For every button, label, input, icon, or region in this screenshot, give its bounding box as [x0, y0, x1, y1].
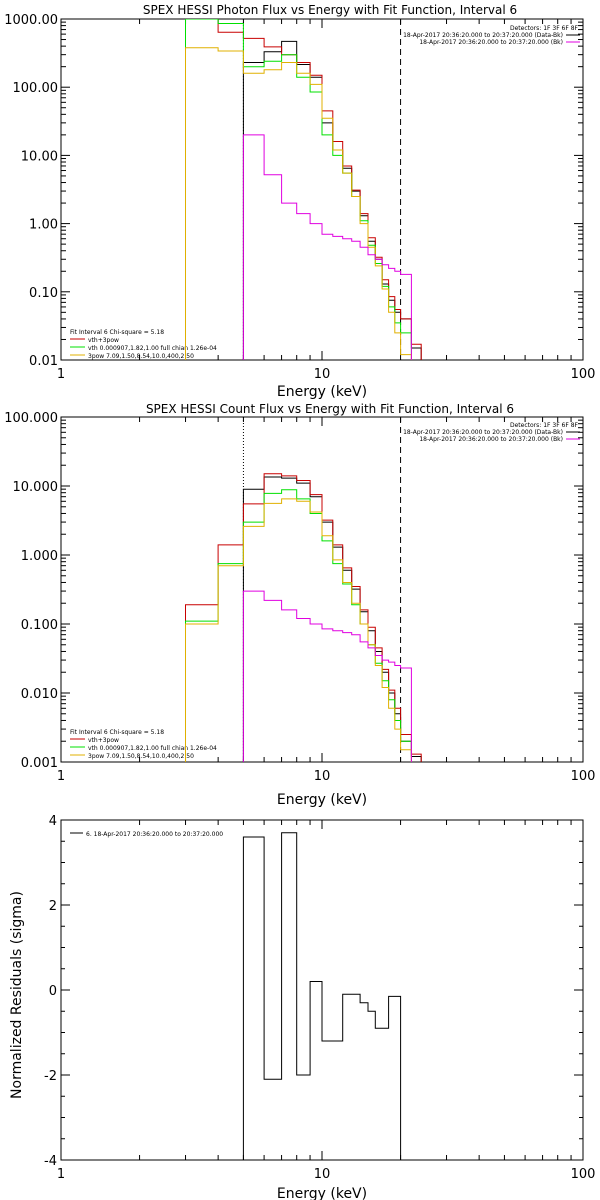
photon-ytick-label: 0.01: [29, 354, 58, 369]
resid-xlabel: Energy (keV): [277, 1186, 367, 1200]
count-ytick-label: 0.010: [21, 687, 58, 702]
photon-series-vth: [185, 19, 412, 360]
count-detectors: Detectors: 1F 3F 6F 8F: [510, 422, 579, 429]
photon-series-bk: [242, 134, 412, 360]
count-legend-line2: vth+3pow: [88, 737, 119, 744]
resid-ylabel: Normalized Residuals (sigma): [9, 891, 25, 1099]
count-axes-frame: [60, 416, 584, 763]
photon-axes-frame: [60, 18, 584, 361]
count-ytick-label: 0.100: [21, 618, 58, 633]
count-series-data-bk: [242, 476, 422, 762]
photon-ytick-label: 0.10: [29, 286, 58, 301]
photon-xtick-label: 10: [314, 367, 331, 382]
resid-ytick-label: -2: [44, 1069, 57, 1084]
photon-xtick-label: 100: [571, 367, 596, 382]
count-series-vth: [185, 489, 412, 762]
resid-series-layer: [242, 832, 402, 1160]
resid-plot: 1 10 100 -4 -2 0 2 4: [44, 814, 595, 1182]
photon-xtick-label: 1: [57, 367, 65, 382]
photon-detectors: Detectors: 1F 3F 6F 8F: [510, 25, 579, 32]
resid-legend: 6. 18-Apr-2017 20:36:20.000 to 20:37:20.…: [86, 831, 223, 838]
count-header-line1: 18-Apr-2017 20:36:20.000 to 20:37:20.000…: [403, 429, 563, 436]
count-header-line2: 18-Apr-2017 20:36:20.000 to 20:37:20.000…: [419, 436, 563, 443]
count-xtick-label: 10: [314, 769, 331, 784]
photon-title: SPEX HESSI Photon Flux vs Energy with Fi…: [143, 3, 517, 17]
photon-legend-line1: Fit Interval 6 Chi-square = 5.18: [70, 329, 164, 336]
count-legend-line1: Fit Interval 6 Chi-square = 5.18: [70, 729, 164, 736]
photon-panel: SPEX HESSI Photon Flux vs Energy with Fi…: [70, 3, 579, 400]
photon-legend-line4: 3pow 7.09,1.50,8.54,10.0,400,2.50: [88, 353, 194, 360]
photon-plot: 1 10 100 0.01 0.10 1.00 10.00 100.00 1000.00: [4, 13, 595, 382]
count-series-3pow: [185, 498, 412, 762]
resid-ytick-label: 2: [49, 899, 57, 914]
count-series-bk: [242, 590, 412, 762]
count-ytick-label: 0.001: [21, 756, 58, 771]
resid-ytick-label: -4: [44, 1154, 57, 1169]
photon-series-layer: [185, 19, 422, 360]
resid-xtick-label: 10: [314, 1167, 331, 1182]
count-xtick-label: 100: [571, 769, 596, 784]
count-plot: 1 10 100 0.001 0.010 0.100 1.000 10.000 100.000: [4, 411, 595, 784]
count-xtick-label: 1: [57, 769, 65, 784]
resid-xtick-label: 100: [571, 1167, 596, 1182]
count-series-layer: [185, 417, 422, 762]
photon-ytick-label: 10.00: [21, 149, 58, 164]
photon-series-data-bk: [242, 40, 422, 360]
photon-legend-line3: vth 0.000907,1.82,1.00 full chian 1.26e-…: [88, 345, 217, 352]
count-panel: SPEX HESSI Count Flux vs Energy with Fit…: [70, 402, 579, 808]
resid-ytick-label: 4: [49, 814, 57, 829]
count-ytick-label: 1.000: [21, 549, 58, 564]
photon-legend-line2: vth+3pow: [88, 337, 119, 344]
resid-panel: 6. 18-Apr-2017 20:36:20.000 to 20:37:20.…: [9, 831, 367, 1200]
count-xlabel: Energy (keV): [277, 792, 367, 808]
resid-ytick-label: 0: [49, 984, 57, 999]
photon-header-line2: 18-Apr-2017 20:36:20.000 to 20:37:20.000…: [419, 39, 563, 46]
resid-xtick-label: 1: [57, 1167, 65, 1182]
count-legend-line3: vth 0.000907,1.82,1.00 full chian 1.26e-…: [88, 745, 217, 752]
photon-ytick-label: 100.00: [13, 81, 59, 96]
resid-series-6-18-apr-2017-20-36-20-000-to-20-37-20-000: [242, 832, 402, 1160]
photon-series-vth-3pow: [185, 19, 422, 360]
photon-header-line1: 18-Apr-2017 20:36:20.000 to 20:37:20.000…: [403, 32, 563, 39]
photon-ytick-label: 1.00: [29, 218, 58, 233]
photon-xlabel: Energy (keV): [277, 384, 367, 400]
photon-series-3pow: [185, 47, 412, 360]
count-ytick-label: 10.000: [13, 480, 59, 495]
count-title: SPEX HESSI Count Flux vs Energy with Fit…: [146, 402, 514, 416]
count-ytick-label: 100.000: [4, 411, 58, 426]
count-legend-line4: 3pow 7.09,1.50,8.54,10.0,400,2.50: [88, 753, 194, 760]
photon-ytick-label: 1000.00: [4, 13, 58, 28]
